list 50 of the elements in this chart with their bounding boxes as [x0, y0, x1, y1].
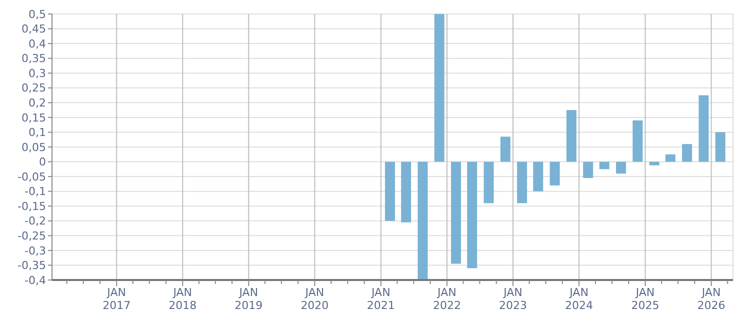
x-tick-label: JAN 2017 [102, 286, 131, 312]
bar [533, 162, 544, 192]
y-tick-label: 0,25 [22, 82, 46, 95]
y-tick-label: 0,1 [28, 126, 46, 140]
bar [632, 120, 643, 162]
y-tick-label: -0,4 [24, 274, 46, 287]
bar [517, 162, 528, 204]
y-tick-label: -0,1 [24, 185, 46, 198]
bar [682, 144, 692, 162]
bar [649, 162, 660, 166]
y-tick-label: -0,05 [18, 170, 46, 184]
bar [616, 162, 626, 174]
x-tick-label: JAN 2021 [366, 286, 395, 312]
y-tick-label: 0,3 [28, 66, 46, 80]
bar [401, 162, 412, 222]
y-tick-label: -0,25 [18, 230, 46, 243]
x-tick-label: JAN 2020 [300, 286, 329, 312]
bar [467, 162, 478, 268]
bar [698, 95, 709, 162]
y-tick-label: 0,5 [28, 8, 46, 21]
bar [418, 162, 428, 280]
x-tick-label: JAN 2022 [432, 286, 461, 312]
y-tick-label: 0,15 [22, 111, 46, 124]
bar [715, 132, 726, 162]
y-tick-label: 0,05 [22, 140, 46, 154]
y-tick-label: -0,3 [24, 244, 46, 258]
y-tick-label: 0,45 [22, 22, 46, 36]
bar [434, 14, 444, 162]
y-tick-label: 0 [39, 156, 46, 169]
x-tick-label: JAN 2018 [168, 286, 197, 312]
x-tick-label: JAN 2026 [697, 286, 726, 312]
y-tick-label: 0,4 [28, 37, 46, 50]
bar [500, 136, 510, 162]
bar [550, 162, 560, 186]
x-tick-label: JAN 2025 [631, 286, 660, 312]
bar [665, 154, 676, 162]
bar [384, 162, 395, 221]
y-tick-label: -0,15 [18, 200, 46, 213]
bar [566, 110, 576, 162]
y-tick-label: 0,2 [28, 96, 46, 110]
bar [451, 162, 462, 264]
y-tick-label: -0,2 [24, 214, 46, 228]
bar [599, 162, 610, 170]
y-tick-label: -0,35 [18, 259, 46, 272]
bar [583, 162, 594, 178]
x-tick-label: JAN 2019 [234, 286, 263, 312]
x-tick-label: JAN 2023 [498, 286, 527, 312]
y-tick-label: 0,35 [22, 52, 46, 66]
x-tick-label: JAN 2024 [565, 286, 594, 312]
bar [484, 162, 494, 204]
